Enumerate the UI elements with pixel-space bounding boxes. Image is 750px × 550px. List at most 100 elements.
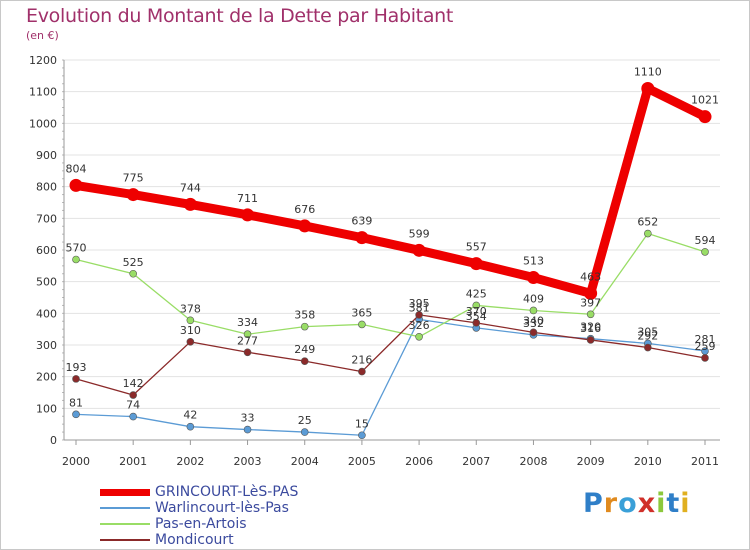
data-point <box>243 425 252 434</box>
logo-letter: P <box>583 488 604 519</box>
legend-item-warlincourt[interactable]: Warlincourt-lès-Pas <box>100 500 420 516</box>
x-tick-label: 2010 <box>634 455 662 468</box>
x-tick-label: 2002 <box>176 455 204 468</box>
data-label: 570 <box>66 242 87 255</box>
x-tick-label: 2001 <box>119 455 147 468</box>
y-tick-label: 900 <box>36 149 57 162</box>
legend-label-mondicourt: Mondicourt <box>155 532 234 548</box>
x-tick-label: 2011 <box>691 455 719 468</box>
data-point <box>300 428 309 436</box>
data-point <box>584 286 598 300</box>
data-point <box>129 269 137 278</box>
x-tick-label: 2003 <box>234 455 262 468</box>
data-point <box>415 332 423 341</box>
data-point <box>358 367 366 376</box>
data-label: 513 <box>523 255 544 268</box>
y-tick-label: 200 <box>36 371 57 384</box>
y-tick-label: 300 <box>36 339 57 352</box>
data-label: 142 <box>123 377 144 390</box>
x-tick-label: 2005 <box>348 455 376 468</box>
y-tick-label: 500 <box>36 276 57 289</box>
data-label: 340 <box>523 314 544 327</box>
data-label: 744 <box>180 181 201 194</box>
y-tick-label: 1200 <box>29 54 57 67</box>
y-tick-label: 1100 <box>29 86 57 99</box>
data-label: 1021 <box>691 94 719 107</box>
legend-item-pas-en-artois[interactable]: Pas-en-Artois <box>100 516 420 532</box>
data-label: 81 <box>69 396 83 409</box>
data-label: 320 <box>580 321 601 334</box>
data-point <box>72 255 80 264</box>
data-label: 365 <box>351 306 372 319</box>
logo-letter: o <box>618 488 638 519</box>
data-label: 15 <box>355 417 369 430</box>
chart-subtitle: (en €) <box>26 29 59 42</box>
legend-label-warlincourt: Warlincourt-lès-Pas <box>155 500 289 516</box>
data-label: 381 <box>409 301 430 314</box>
data-label: 358 <box>294 309 315 322</box>
legend-item-mondicourt[interactable]: Mondicourt <box>100 532 420 548</box>
data-point <box>126 188 140 202</box>
series-line <box>75 232 706 338</box>
chart-title: Evolution du Montant de la Dette par Hab… <box>26 5 454 27</box>
data-label: 316 <box>580 322 601 335</box>
data-label: 25 <box>298 414 312 427</box>
data-point <box>641 82 655 95</box>
data-label: 594 <box>695 234 716 247</box>
data-label: 277 <box>237 334 258 347</box>
data-label: 378 <box>180 302 201 315</box>
x-tick-label: 2009 <box>577 455 605 468</box>
data-label: 557 <box>466 241 487 254</box>
legend-swatch-mondicourt <box>100 539 150 541</box>
data-label: 804 <box>66 162 87 175</box>
data-point <box>469 257 483 271</box>
data-point <box>526 271 540 285</box>
data-point <box>529 306 538 315</box>
data-label: 425 <box>466 287 487 300</box>
data-point <box>698 110 712 124</box>
data-label: 292 <box>637 330 658 343</box>
data-point <box>186 422 195 431</box>
series-line <box>75 314 706 396</box>
data-point <box>186 338 195 346</box>
y-tick-label: 1000 <box>29 117 57 130</box>
x-tick-label: 2007 <box>462 455 490 468</box>
data-label: 42 <box>183 409 197 422</box>
data-point <box>644 343 652 352</box>
data-point <box>586 336 595 344</box>
proxiti-logo[interactable]: Proxiti <box>583 488 691 519</box>
data-point <box>300 357 309 365</box>
data-point <box>72 410 80 419</box>
data-point <box>69 178 83 192</box>
data-point <box>415 311 423 319</box>
data-point <box>358 320 366 329</box>
legend-item-grincourt[interactable]: GRINCOURT-LèS-PAS <box>100 484 420 500</box>
data-label: 676 <box>294 203 315 216</box>
data-label: 33 <box>241 412 255 425</box>
legend: GRINCOURT-LèS-PAS Warlincourt-lès-Pas Pa… <box>100 484 420 548</box>
data-point <box>701 248 709 256</box>
data-label: 639 <box>351 215 372 228</box>
logo-letter: i <box>656 488 667 519</box>
logo-letter: r <box>603 488 619 519</box>
data-point <box>186 316 195 325</box>
data-label: 711 <box>237 192 258 205</box>
x-tick-label: 2000 <box>62 455 90 468</box>
series-line <box>71 84 710 298</box>
data-label: 463 <box>580 270 601 283</box>
data-label: 310 <box>180 324 201 337</box>
data-label: 281 <box>695 333 716 346</box>
data-label: 332 <box>523 317 544 330</box>
data-label: 397 <box>580 296 601 309</box>
data-point <box>355 231 369 245</box>
logo-letter: i <box>680 488 691 519</box>
data-label: 354 <box>466 310 487 323</box>
data-point <box>241 208 255 222</box>
data-point <box>300 322 309 331</box>
data-label: 409 <box>523 292 544 305</box>
data-point <box>472 301 481 310</box>
legend-swatch-pas-en-artois <box>100 523 150 525</box>
data-point <box>129 412 137 421</box>
data-point <box>529 328 538 337</box>
data-point <box>243 348 252 357</box>
